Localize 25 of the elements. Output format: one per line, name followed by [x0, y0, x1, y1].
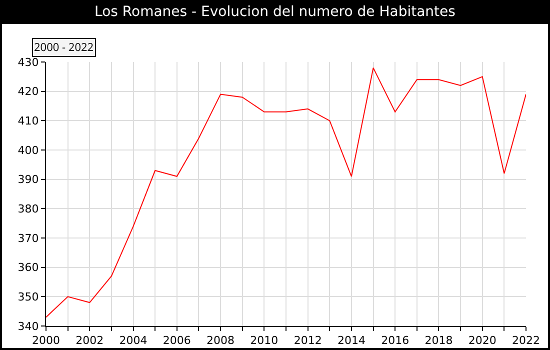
x-tick-label: 2012 — [294, 334, 322, 348]
x-tick-label: 2008 — [206, 334, 235, 348]
x-tick-label: 2020 — [468, 334, 496, 348]
y-tick-label: 430 — [18, 56, 39, 69]
x-tick-label: 2018 — [424, 334, 453, 348]
x-tick-label: 2000 — [32, 334, 60, 348]
y-tick-label: 420 — [18, 85, 39, 98]
y-tick-label: 410 — [18, 114, 39, 128]
y-tick-label: 400 — [18, 144, 39, 157]
y-tick-label: 390 — [18, 173, 39, 186]
x-tick-label: 2002 — [76, 334, 104, 348]
y-tick-label: 340 — [18, 320, 39, 333]
x-tick-label: 2004 — [119, 334, 148, 348]
x-tick-label: 2006 — [162, 334, 191, 348]
chart-title: Los Romanes - Evolucion del numero de Habitantes — [94, 3, 456, 22]
x-tick-label: 2016 — [381, 334, 410, 348]
y-tick-label: 380 — [18, 202, 39, 216]
y-tick-label: 360 — [18, 261, 39, 274]
text: 2000 - 2022 — [34, 40, 94, 55]
line-series — [46, 67, 526, 318]
x-tick-label: 2014 — [337, 334, 366, 348]
y-tick-label: 350 — [18, 290, 39, 304]
x-tick-label: 2010 — [250, 334, 278, 348]
x-tick-label: 2022 — [512, 334, 540, 348]
y-tick-label: 370 — [18, 232, 39, 245]
